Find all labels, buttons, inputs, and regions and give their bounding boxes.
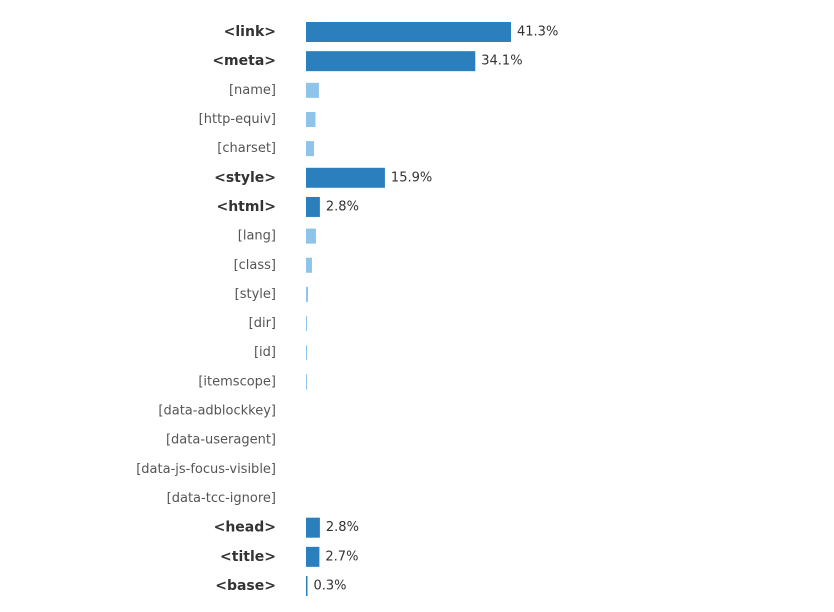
- bar: [306, 167, 385, 188]
- bar: [306, 546, 320, 567]
- bar: [306, 257, 312, 273]
- bar: [306, 316, 307, 332]
- value-label: 2.8%: [326, 520, 359, 535]
- bar: [306, 286, 308, 302]
- category-label: <title>: [220, 549, 276, 565]
- category-label: [name]: [229, 83, 276, 98]
- bar: [306, 51, 476, 72]
- bar: [306, 374, 307, 390]
- bar: [306, 228, 316, 244]
- value-label: 2.7%: [325, 549, 358, 564]
- category-label: <meta>: [212, 53, 276, 69]
- category-label: [http-equiv]: [199, 112, 276, 127]
- bar: [306, 22, 511, 42]
- category-label: <head>: [214, 520, 276, 536]
- category-label: <link>: [224, 24, 276, 40]
- bar: [306, 345, 307, 361]
- category-label: [itemscope]: [198, 374, 276, 389]
- category-label: [data-js-focus-visible]: [136, 462, 276, 477]
- bar: [306, 196, 320, 217]
- category-label: [data-useragent]: [166, 433, 276, 448]
- value-label: 2.8%: [326, 199, 359, 214]
- category-label: <style>: [214, 170, 276, 186]
- bar: [306, 576, 308, 596]
- category-label: <base>: [215, 578, 276, 594]
- category-label: [class]: [234, 258, 276, 273]
- bar: [306, 82, 319, 98]
- value-label: 41.3%: [517, 25, 558, 40]
- category-label: [id]: [254, 345, 276, 360]
- category-label: [style]: [235, 287, 276, 302]
- category-label: [charset]: [217, 141, 276, 156]
- category-label: [data-tcc-ignore]: [167, 491, 276, 506]
- value-label: 34.1%: [481, 54, 522, 69]
- value-label: 15.9%: [391, 170, 432, 185]
- category-label: [data-adblockkey]: [158, 404, 276, 419]
- bar: [306, 517, 320, 538]
- value-label: 0.3%: [313, 579, 346, 594]
- bar: [306, 111, 316, 127]
- bar: [306, 141, 314, 157]
- category-label: [lang]: [238, 229, 276, 244]
- category-label: [dir]: [249, 316, 276, 331]
- category-label: <html>: [216, 199, 276, 215]
